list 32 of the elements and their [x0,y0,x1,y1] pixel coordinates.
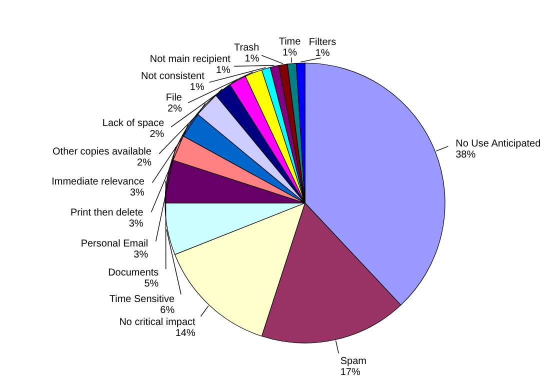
slice-label: Time [278,36,302,48]
data-label: 1% [282,48,298,59]
data-label: 6% [160,305,175,316]
data-label: 3% [128,218,144,230]
data-label: 1% [216,65,231,76]
data-label: 17% [340,367,360,378]
data-label: 1% [190,82,204,94]
slice-label: Time Sensitive [109,294,176,306]
slice-label: Personal Email [80,238,148,250]
slice-label: Lack of space [102,118,165,129]
data-label: 38% [456,149,476,160]
data-label: 2% [150,128,164,140]
slice-label: Print then delete [70,208,144,219]
slice-label: Not consistent [141,71,205,82]
slice-label: Other copies available [52,146,152,158]
slice-label: Not main recipient [150,54,231,66]
slice-label: Immediate relevance [52,176,145,188]
data-label: 1% [244,54,260,65]
slice-label: File [166,92,182,104]
slice-label: No Use Anticipated [456,138,541,150]
slice-label: Documents [108,267,159,278]
data-label: 5% [144,278,159,290]
data-label: 3% [130,188,145,199]
slice-label: Spam [340,356,366,368]
slice-label: No critical impact [119,317,196,328]
data-label: 3% [134,249,148,260]
slice-label: Filters [308,36,336,48]
data-label: 14% [175,328,196,340]
slice-label: Trash [234,42,260,54]
data-label: 1% [315,48,330,59]
data-label: 2% [137,157,152,168]
data-label: 2% [168,104,182,115]
